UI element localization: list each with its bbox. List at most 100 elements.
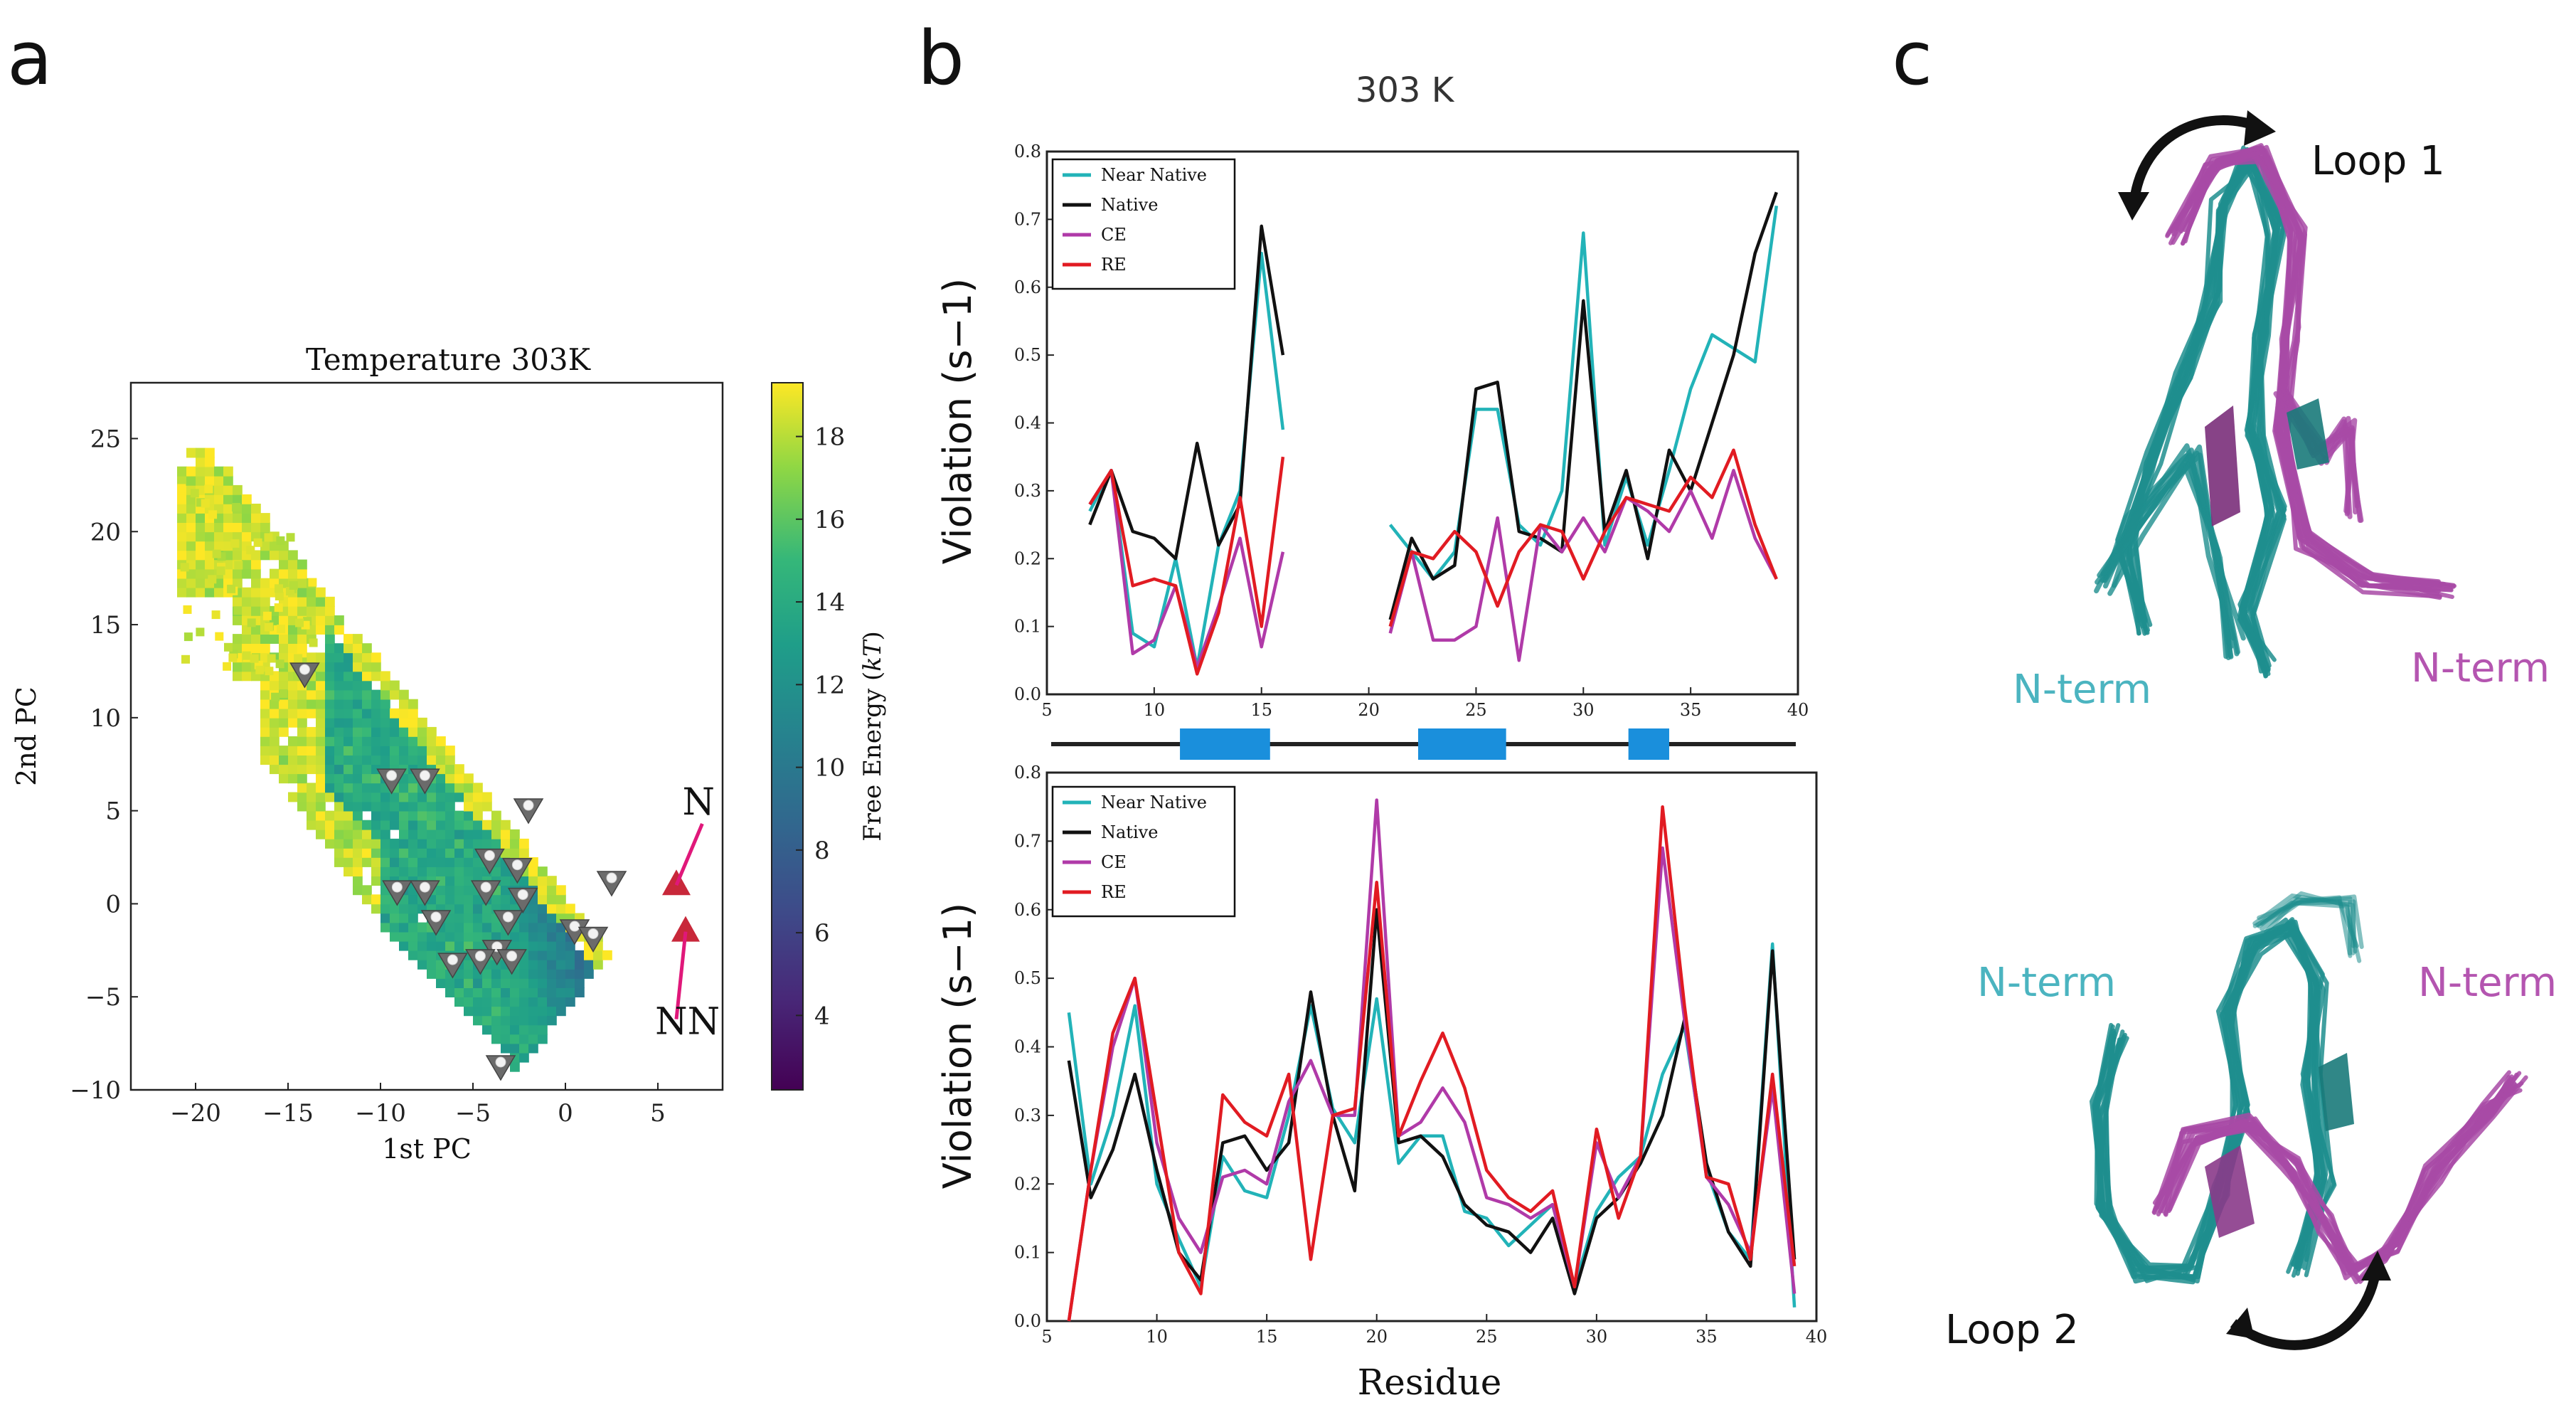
- heatmap-cell: [538, 876, 548, 886]
- heatmap-cell: [362, 736, 372, 746]
- series-line-re: [1088, 456, 1285, 676]
- heatmap-cell: [186, 541, 196, 551]
- heatmap-cell: [362, 792, 372, 802]
- heatmap-cell: [242, 504, 252, 514]
- heatmap-cell: [205, 550, 215, 561]
- heatmap-cell: [371, 671, 381, 682]
- heatmap-cell: [538, 959, 548, 970]
- backbone-strand: [2095, 452, 2240, 657]
- series-line-near-native: [1067, 942, 1797, 1308]
- heatmap-cell: [288, 550, 298, 561]
- heatmap-cell: [538, 1015, 548, 1026]
- heatmap-cell: [353, 885, 363, 896]
- heatmap-x-tick-label: −10: [355, 1099, 406, 1128]
- heatmap-cell: [270, 568, 280, 579]
- heatmap-cell: [325, 634, 335, 644]
- heatmap-cell: [427, 931, 437, 942]
- heatmap-cell: [216, 566, 225, 576]
- backbone-strand: [2163, 1075, 2528, 1271]
- heatmap-cell: [297, 773, 307, 784]
- heatmap-cell: [408, 829, 418, 839]
- heatmap-cell: [297, 783, 307, 793]
- heatmap-cell: [362, 717, 372, 728]
- heatmap-cell: [223, 475, 233, 486]
- heatmap-cell: [501, 978, 511, 988]
- heatmap-cell: [362, 773, 372, 784]
- heatmap-cell: [233, 494, 243, 504]
- ensemble-bottom-strands: [2090, 891, 2528, 1285]
- heatmap-cell: [371, 894, 381, 905]
- heatmap-cell: [408, 820, 418, 830]
- cluster-triangle-marker: [420, 910, 452, 936]
- heatmap-cell: [344, 820, 353, 830]
- heatmap-cell: [279, 764, 289, 775]
- heatmap-cell: [510, 1043, 520, 1054]
- heatmap-cell: [344, 866, 353, 876]
- heatmap-cell: [436, 866, 446, 876]
- colorbar-tick-label: 8: [814, 837, 830, 865]
- heatmap-cell: [602, 950, 612, 960]
- heatmap-cell: [297, 699, 307, 709]
- heatmap-cell: [196, 466, 206, 477]
- heatmap-cell: [362, 838, 372, 849]
- heatmap-cell: [297, 587, 307, 598]
- heatmap-cell: [390, 903, 400, 914]
- heatmap-cell: [223, 513, 233, 523]
- heatmap-cell: [417, 940, 427, 951]
- heatmap-cell: [427, 726, 437, 737]
- heatmap-cell: [380, 847, 390, 858]
- heatmap-cell: [436, 736, 446, 746]
- x-tick-label: 15: [1250, 700, 1272, 720]
- heatmap-x-tick-label: −5: [455, 1099, 491, 1128]
- heatmap-cell: [510, 838, 520, 849]
- heatmap-cell: [186, 504, 196, 514]
- heatmap-cell: [297, 717, 307, 728]
- heatmap-cell: [519, 969, 529, 979]
- heatmap-cell: [214, 522, 224, 533]
- heatmap-cell: [316, 810, 326, 821]
- heatmap-cell: [316, 726, 326, 737]
- bottom-plot-series-lines: [1067, 798, 1797, 1322]
- heatmap-cell: [464, 987, 474, 997]
- heatmap-cell: [288, 736, 298, 746]
- heatmap-cell: [186, 587, 196, 598]
- legend-label-native: Native: [1101, 822, 1158, 842]
- backbone-strand: [2098, 921, 2326, 1284]
- y-tick-label: 0.3: [1014, 481, 1041, 501]
- heatmap-cell: [491, 810, 501, 821]
- heatmap-cell: [380, 792, 390, 802]
- heatmap-cell: [565, 903, 575, 914]
- heatmap-cell: [181, 654, 190, 664]
- heatmap-y-tick-label: 0: [105, 890, 121, 918]
- heatmap-cell: [454, 969, 464, 979]
- heatmap-cell: [334, 699, 344, 709]
- heatmap-cell: [325, 671, 335, 682]
- heatmap-cell: [575, 950, 585, 960]
- heatmap-cell: [353, 680, 363, 691]
- heatmap-cell: [260, 578, 270, 588]
- heatmap-cell: [547, 903, 557, 914]
- heatmap-cell: [325, 736, 335, 746]
- heatmap-cell: [436, 746, 446, 756]
- heatmap-cell: [230, 539, 240, 548]
- heatmap-cell: [464, 876, 474, 886]
- heatmap-cell: [362, 857, 372, 867]
- x-tick-label: 40: [1787, 700, 1809, 720]
- heatmap-cell: [177, 541, 187, 551]
- heatmap-cell: [334, 810, 344, 821]
- heatmap-cell: [288, 792, 298, 802]
- heatmap-cell: [399, 820, 409, 830]
- heatmap-cell: [242, 587, 252, 598]
- heatmap-cell: [547, 922, 557, 933]
- heatmap-cluster-markers: [289, 662, 627, 1081]
- heatmap-cell: [250, 654, 259, 663]
- heatmap-cell: [445, 857, 455, 867]
- heatmap-cell: [307, 820, 316, 830]
- backbone-strand: [2127, 159, 2287, 677]
- heatmap-cell: [288, 680, 298, 691]
- heatmap-cell: [380, 671, 390, 682]
- cluster-triangle-marker: [507, 887, 538, 914]
- heatmap-cell: [325, 820, 335, 830]
- cluster-triangle-marker: [465, 949, 496, 975]
- heatmap-cell: [270, 708, 280, 719]
